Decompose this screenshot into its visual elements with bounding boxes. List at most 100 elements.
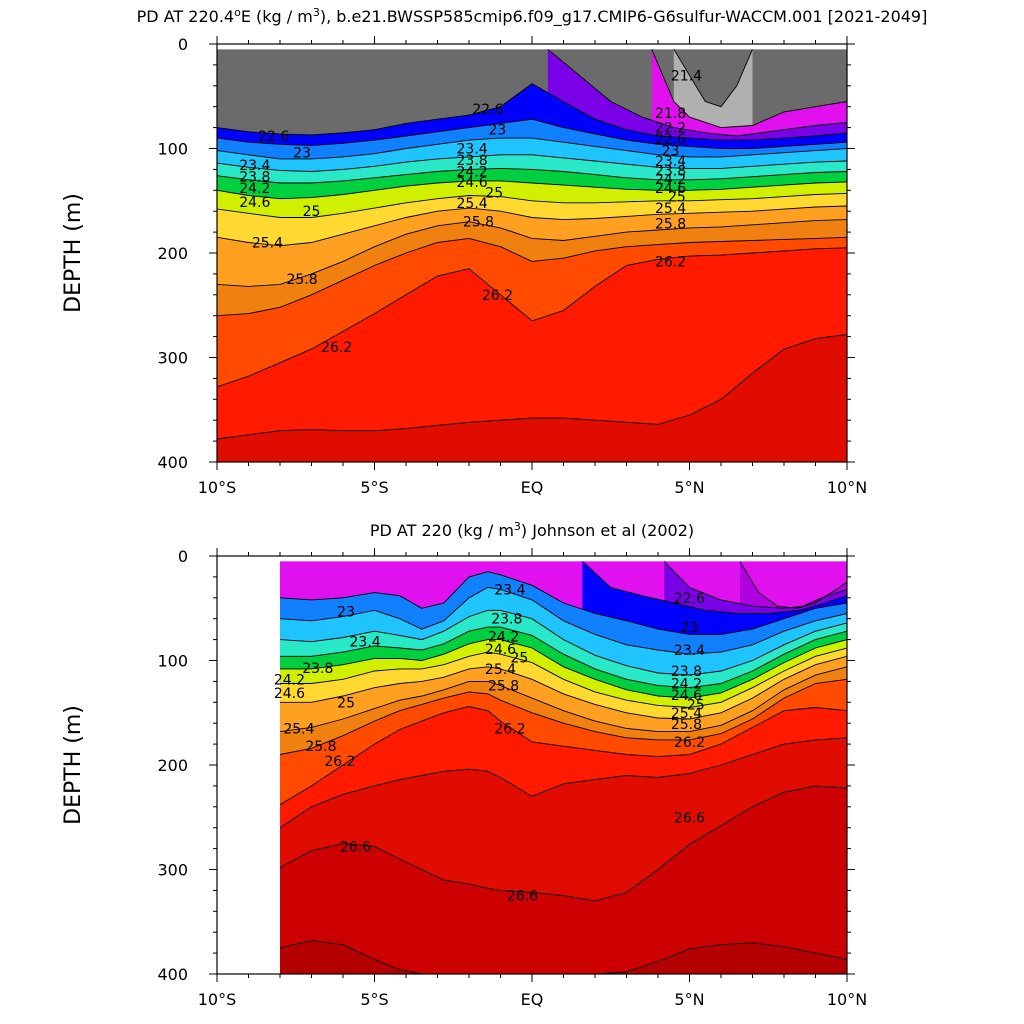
filled-contours — [217, 49, 847, 462]
contour-label: 25.4 — [671, 706, 702, 722]
contour-label: 22.6 — [655, 132, 686, 148]
contour-fill-26.6 — [280, 785, 847, 974]
contour-label: 25.8 — [463, 215, 494, 231]
contour-fill-26.8 — [280, 940, 847, 974]
contour-line-26 — [217, 236, 847, 317]
contour-line-22.2 — [663, 561, 847, 609]
contour-label: 24.2 — [655, 172, 686, 188]
y-tick-label: 300 — [157, 349, 188, 368]
contour-label: 26.2 — [674, 735, 705, 751]
contour-line-23.4 — [280, 586, 847, 655]
contour-line-23 — [217, 118, 847, 149]
contour-line-22.6 — [217, 83, 847, 141]
contour-label: 23.8 — [655, 163, 686, 179]
contour-line-26.4 — [280, 737, 847, 829]
contour-line-23 — [280, 571, 847, 635]
contour-label: 23.4 — [457, 142, 488, 158]
y-tick-label: 0 — [178, 547, 188, 566]
contour-label: 25 — [337, 695, 355, 711]
x-tick-label: 10°S — [198, 478, 237, 497]
y-tick-label: 0 — [178, 35, 188, 54]
title-part: 3 — [514, 520, 521, 533]
chart-title: PD AT 220.4oE (kg / m3), b.e21.BWSSP585c… — [137, 6, 928, 28]
contour-line-25.8 — [217, 219, 847, 287]
contour-label: 25 — [687, 697, 705, 713]
contour-line-25.4 — [280, 655, 847, 720]
contour-label: 25 — [668, 190, 686, 206]
panel-model: 22.62323.423.824.224.62525.425.826.222.6… — [61, 6, 927, 498]
contour-label: 26.6 — [507, 889, 538, 905]
contour-line-24.6 — [280, 639, 847, 699]
contour-label: 24.6 — [274, 686, 305, 702]
contour-label: 25.8 — [655, 217, 686, 233]
contour-label: 26.6 — [674, 810, 705, 826]
title-part: E (kg / m — [241, 7, 313, 26]
contour-label: 24.6 — [485, 642, 516, 658]
contour-label: 24.6 — [239, 195, 270, 211]
contour-label: 22.2 — [655, 121, 686, 137]
panel-observations: 2323.423.824.224.62525.425.826.226.623.4… — [61, 520, 867, 1010]
x-tick-label: 5°S — [360, 478, 388, 497]
title-part: o — [234, 6, 241, 19]
y-axis-label: DEPTH (m) — [61, 193, 86, 313]
contour-label: 26.2 — [324, 754, 355, 770]
contour-label: 22.6 — [674, 591, 705, 607]
contour-label: 25.8 — [671, 717, 702, 733]
contour-fill-26.4 — [217, 334, 847, 462]
y-tick-label: 100 — [157, 652, 188, 671]
contour-label: 26.2 — [655, 254, 686, 270]
contour-line-22.2 — [547, 49, 847, 137]
contour-label: 21.8 — [655, 106, 686, 122]
contour-lines — [217, 49, 847, 440]
x-tick-label: EQ — [521, 990, 544, 1009]
contour-lines — [280, 561, 847, 974]
contour-line-23.8 — [280, 609, 847, 676]
contour-label: 23.8 — [671, 664, 702, 680]
contour-label: 23.4 — [239, 158, 270, 174]
contour-label: 25.4 — [283, 721, 314, 737]
contour-line-22 — [739, 561, 847, 609]
contour-label: 23.8 — [491, 612, 522, 628]
contour-label: 23.4 — [494, 582, 525, 598]
contour-label: 24.2 — [457, 165, 488, 181]
x-tick-label: 10°N — [827, 990, 867, 1009]
contour-line-25 — [280, 647, 847, 708]
contour-label: 23.4 — [350, 635, 381, 651]
title-part: 3 — [313, 6, 320, 19]
contour-label: 26.2 — [482, 288, 513, 304]
contour-label: 25.4 — [252, 236, 283, 252]
contour-label: 25.8 — [305, 739, 336, 755]
contour-line-26.4 — [217, 334, 847, 440]
contour-line-25.8 — [280, 666, 847, 733]
x-tick-label: 10°S — [198, 990, 237, 1009]
x-tick-label: 5°S — [360, 990, 388, 1009]
y-tick-label: 200 — [157, 756, 188, 775]
contour-label: 23 — [293, 146, 311, 162]
y-tick-label: 400 — [157, 965, 188, 984]
x-tick-label: 5°N — [674, 990, 704, 1009]
contour-label: 24.6 — [655, 181, 686, 197]
contour-label: 25.4 — [485, 662, 516, 678]
x-tick-label: 10°N — [827, 478, 867, 497]
contour-label: 23 — [681, 620, 699, 636]
contour-line-24.6 — [217, 180, 847, 200]
title-part: ), b.e21.BWSSP585cmip6.f09_g17.CMIP6-G6s… — [320, 7, 928, 27]
contour-label: 25.4 — [655, 201, 686, 217]
contour-label: 22.6 — [472, 102, 503, 118]
y-axis-label: DEPTH (m) — [61, 705, 86, 825]
contour-label: 23 — [488, 123, 506, 139]
contour-label: 26.6 — [340, 840, 371, 856]
contour-label: 25 — [485, 185, 503, 201]
title-part: ) Johnson et al (2002) — [521, 521, 694, 540]
x-tick-label: 5°N — [674, 478, 704, 497]
contour-label: 24.6 — [671, 688, 702, 704]
contour-line-23.8 — [217, 154, 847, 172]
contour-label: 23.8 — [457, 153, 488, 169]
contour-label: 23.8 — [239, 170, 270, 186]
filled-contours — [280, 561, 847, 974]
contour-label: 26.2 — [494, 721, 525, 737]
contour-line-26.8 — [280, 940, 847, 974]
title-part: PD AT 220.4 — [137, 7, 234, 26]
contour-label: 24.6 — [457, 175, 488, 191]
contour-label: 24.2 — [671, 677, 702, 693]
